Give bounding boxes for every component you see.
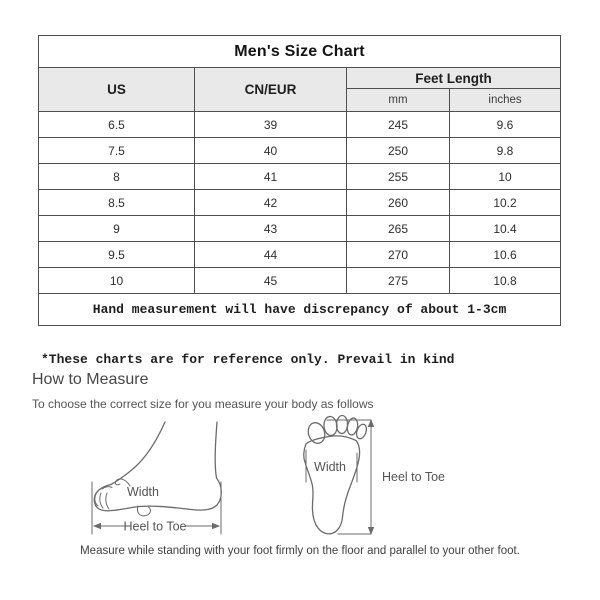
cell-mm: 275 [346,267,450,294]
hand-measurement-note: Hand measurement will have discrepancy o… [37,293,562,326]
table-row: 10 45 275 10.8 [38,267,562,294]
heel-to-toe-label: Heel to Toe [382,470,445,484]
column-header-mm: mm [346,88,450,112]
table-title-row: Men's Size Chart [37,35,562,68]
big-toe [307,422,326,444]
cell-cn-eur: 44 [194,241,347,268]
cell-inches: 9.6 [448,111,562,138]
width-label: Width [127,485,159,499]
column-header-inches: inches [448,88,562,112]
table-row: 8 41 255 10 [38,163,562,190]
side-view-foot-diagram: Heel to Toe Width [91,421,222,535]
foot-outline [110,421,222,512]
measure-instruction-caption: Measure while standing with your foot fi… [80,545,520,557]
sole-outline [303,435,361,535]
cell-cn-eur: 42 [194,189,347,216]
cell-us: 9.5 [38,241,195,268]
width-label: Width [314,460,346,474]
table-row: 8.5 42 260 10.2 [38,189,562,216]
cell-cn-eur: 43 [194,215,347,242]
table-title: Men's Size Chart [37,35,562,68]
table-row: 7.5 40 250 9.8 [38,137,562,164]
reference-note: *These charts are for reference only. Pr… [41,352,455,367]
cell-us: 9 [38,215,195,242]
arrow-down-icon [367,527,375,535]
table-header-row-1: US CN/EUR Feet Length [38,67,562,112]
cell-us: 6.5 [38,111,195,138]
table-row: 9 43 265 10.4 [38,215,562,242]
cell-mm: 270 [346,241,450,268]
cell-inches: 10.6 [448,241,562,268]
cell-inches: 9.8 [448,137,562,164]
heel-to-toe-label: Heel to Toe [123,520,186,534]
table-row: 9.5 44 270 10.6 [38,241,562,268]
cell-mm: 265 [346,215,450,242]
column-header-feet-length: Feet Length [345,67,562,89]
cell-cn-eur: 40 [194,137,347,164]
cell-us: 8.5 [38,189,195,216]
table-row: 6.5 39 245 9.6 [38,111,562,138]
cell-us: 7.5 [38,137,195,164]
cell-mm: 255 [346,163,450,190]
arrow-left-icon [93,522,101,530]
cell-inches: 10.8 [448,267,562,294]
cell-mm: 260 [346,189,450,216]
cell-cn-eur: 41 [194,163,347,190]
table-footer-row: Hand measurement will have discrepancy o… [37,293,562,326]
how-to-measure-intro: To choose the correct size for you measu… [32,397,374,411]
cell-inches: 10.4 [448,215,562,242]
mens-size-chart-table: Men's Size Chart US CN/EUR Feet Length m… [37,35,562,326]
cell-us: 10 [38,267,195,294]
arrow-up-icon [367,419,375,427]
cell-mm: 250 [346,137,450,164]
column-header-cn-eur: CN/EUR [194,67,347,112]
cell-cn-eur: 45 [194,267,347,294]
arrow-right-icon [212,522,220,530]
cell-cn-eur: 39 [194,111,347,138]
cell-inches: 10.2 [448,189,562,216]
column-header-us: US [38,67,195,112]
top-view-foot-diagram: Width Heel to Toe [303,414,445,535]
cell-mm: 245 [346,111,450,138]
cell-inches: 10 [448,163,562,190]
cell-us: 8 [38,163,195,190]
how-to-measure-heading: How to Measure [32,371,149,388]
